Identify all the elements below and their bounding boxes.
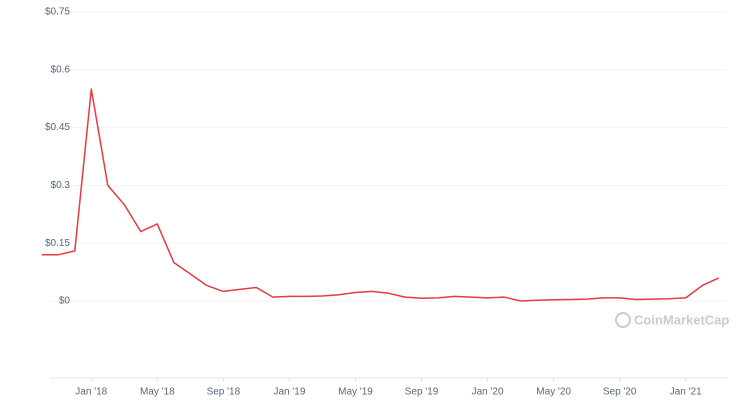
x-tick-label: Sep '19: [405, 387, 439, 398]
price-line: [41, 88, 720, 302]
watermark: CoinMarketCap: [615, 312, 729, 328]
x-tick-label: Sep '18: [207, 387, 241, 398]
x-tick-label: Jan '21: [670, 387, 702, 398]
y-tick-label: $0: [59, 296, 71, 307]
watermark-text: CoinMarketCap: [634, 312, 729, 327]
watermark-logo: [615, 312, 631, 328]
x-tick-label: May '18: [140, 387, 175, 398]
y-tick-label: $0.45: [45, 122, 70, 133]
x-tick-label: Sep '20: [603, 387, 637, 398]
y-tick-label: $0.75: [45, 7, 70, 18]
x-tick-label: Jan '18: [75, 387, 107, 398]
x-tick-label: Jan '19: [273, 387, 305, 398]
x-tick-label: Jan '20: [472, 387, 504, 398]
x-tick-label: May '20: [536, 387, 571, 398]
y-tick-label: $0.3: [51, 180, 71, 191]
y-tick-label: $0.6: [51, 64, 71, 75]
x-tick-label: May '19: [338, 387, 373, 398]
y-tick-label: $0.15: [45, 238, 70, 249]
